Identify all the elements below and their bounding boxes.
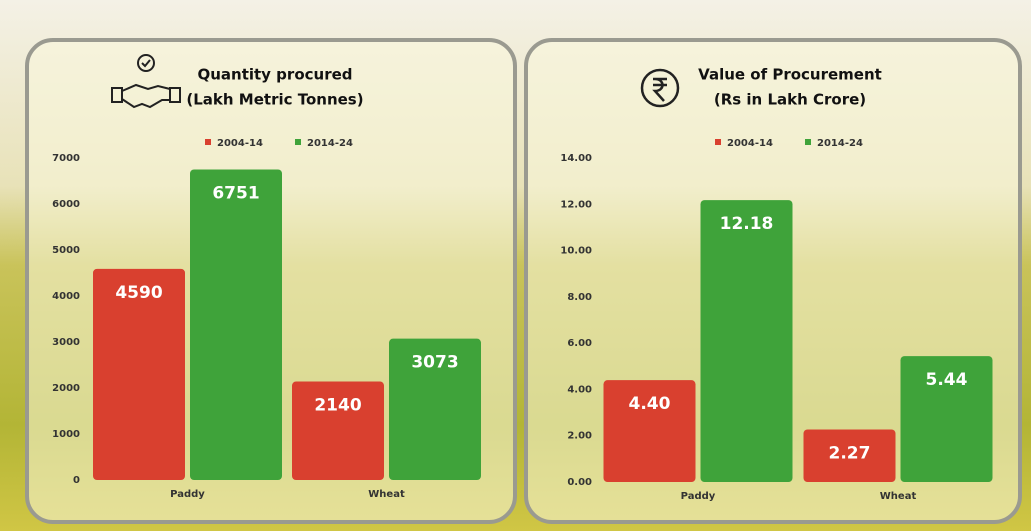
bar — [700, 200, 793, 482]
legend-swatch — [295, 139, 301, 145]
rupee-icon — [640, 68, 680, 108]
bar — [389, 338, 481, 480]
legend-swatch — [715, 139, 721, 145]
value-label: 4.40 — [629, 394, 671, 414]
y-tick-label: 6.00 — [567, 338, 592, 349]
y-tick-label: 1000 — [52, 429, 80, 440]
y-tick-label: 0 — [73, 475, 80, 486]
legend-label: 2004-14 — [217, 138, 263, 149]
value-label: 2140 — [314, 396, 361, 416]
value-label: 2.27 — [829, 443, 871, 463]
x-tick-label: Paddy — [681, 491, 716, 502]
x-tick-label: Paddy — [170, 489, 205, 500]
chart-subtitle: (Lakh Metric Tonnes) — [186, 91, 363, 109]
value-label: 4590 — [115, 283, 162, 303]
y-tick-label: 2.00 — [567, 431, 592, 442]
value-label: 3073 — [411, 353, 458, 373]
y-tick-label: 2000 — [52, 383, 80, 394]
legend-label: 2004-14 — [727, 138, 773, 149]
value-label: 12.18 — [720, 214, 774, 234]
bar — [803, 429, 896, 482]
value-label: 5.44 — [926, 370, 968, 390]
bar — [190, 169, 282, 481]
chart-title: Quantity procured — [197, 66, 352, 84]
legend-label: 2014-24 — [817, 138, 863, 149]
chart-subtitle: (Rs in Lakh Crore) — [714, 91, 866, 109]
legend-swatch — [805, 139, 811, 145]
y-tick-label: 14.00 — [560, 153, 592, 164]
y-tick-label: 7000 — [52, 153, 80, 164]
x-tick-label: Wheat — [368, 489, 405, 500]
y-tick-label: 4.00 — [567, 384, 592, 395]
y-tick-label: 12.00 — [560, 199, 592, 210]
y-tick-label: 5000 — [52, 245, 80, 256]
bar — [900, 356, 993, 482]
value-label: 6751 — [212, 183, 259, 203]
y-tick-label: 6000 — [52, 199, 80, 210]
chart-title: Value of Procurement — [698, 66, 882, 84]
handshake-icon — [111, 54, 181, 109]
y-tick-label: 8.00 — [567, 292, 592, 303]
x-tick-label: Wheat — [880, 491, 917, 502]
y-tick-label: 4000 — [52, 291, 80, 302]
y-tick-label: 10.00 — [560, 246, 592, 257]
legend-label: 2014-24 — [307, 138, 353, 149]
bar — [292, 381, 384, 480]
legend-swatch — [205, 139, 211, 145]
bar — [93, 268, 185, 480]
y-tick-label: 3000 — [52, 337, 80, 348]
bar — [603, 380, 696, 482]
y-tick-label: 0.00 — [567, 477, 592, 488]
